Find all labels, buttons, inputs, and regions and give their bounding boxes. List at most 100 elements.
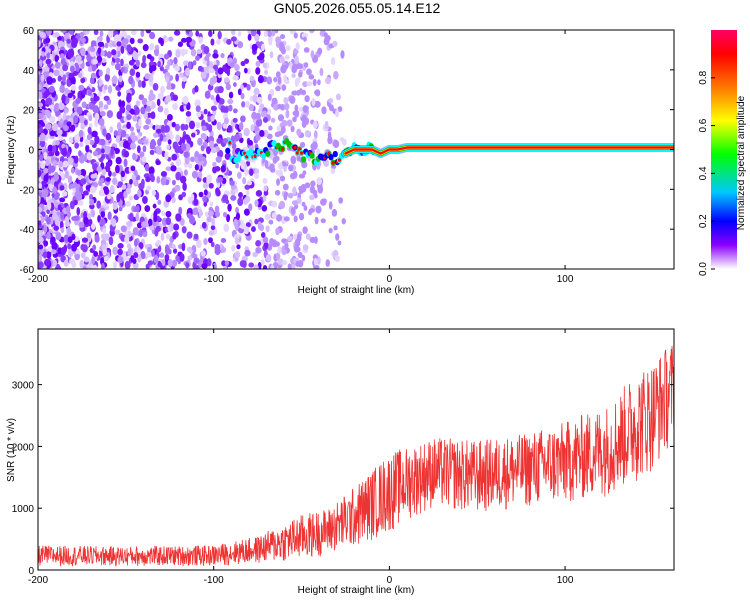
noise-cell [171, 259, 178, 267]
noise-cell [45, 97, 53, 106]
noise-cell [308, 74, 315, 80]
noise-cell [114, 57, 121, 64]
noise-cell [224, 260, 230, 266]
noise-cell [172, 94, 179, 102]
noise-cell [244, 195, 251, 203]
noise-cell [194, 99, 201, 108]
noise-cell [52, 209, 57, 215]
noise-cell [195, 239, 202, 249]
ridge-cell [301, 156, 307, 163]
noise-cell [109, 126, 114, 134]
noise-cell [246, 84, 251, 91]
noise-cell [180, 175, 187, 184]
noise-cell [68, 30, 74, 35]
noise-cell [171, 196, 176, 204]
noise-cell [43, 240, 49, 247]
x-tick-label: 100 [557, 575, 574, 586]
noise-cell [221, 260, 227, 267]
noise-cell [117, 90, 122, 97]
noise-cell [181, 242, 186, 252]
x-tick-label: -200 [28, 575, 48, 586]
noise-cell [291, 66, 298, 74]
noise-cell [92, 58, 98, 65]
noise-cell [188, 120, 196, 130]
noise-cell [105, 67, 111, 75]
noise-cell [172, 232, 177, 240]
noise-cell [242, 177, 247, 185]
noise-cell [238, 192, 243, 198]
noise-cell [279, 175, 286, 182]
noise-cell [51, 241, 58, 251]
noise-cell [312, 78, 317, 87]
x-tick-label: 0 [387, 274, 393, 285]
noise-cell [141, 212, 147, 218]
colorbar-tick-label: 0.8 [698, 70, 709, 84]
noise-cell [302, 81, 308, 88]
noise-cell [231, 142, 237, 150]
noise-cell [88, 114, 93, 122]
noise-cell [275, 252, 281, 261]
noise-cell [267, 30, 273, 37]
noise-cell [217, 67, 224, 75]
noise-cell [48, 150, 55, 157]
noise-cell [216, 189, 221, 197]
noise-cell [234, 237, 240, 245]
noise-cell [246, 180, 253, 186]
noise-cell [91, 130, 98, 138]
noise-cell [311, 97, 316, 107]
noise-cell [70, 124, 76, 132]
noise-cell [74, 142, 80, 149]
noise-cell [247, 33, 252, 41]
noise-cell [293, 32, 298, 39]
noise-cell [133, 252, 139, 259]
noise-cell [210, 38, 215, 46]
noise-cell [255, 112, 261, 121]
noise-cell [97, 46, 102, 55]
noise-cell [313, 264, 320, 269]
noise-cell [135, 212, 140, 222]
noise-cell [71, 243, 77, 252]
noise-cell [256, 96, 263, 104]
noise-cell [333, 225, 338, 231]
noise-cell [163, 125, 170, 133]
noise-cell [163, 107, 169, 116]
noise-cell [317, 79, 321, 86]
noise-cell [227, 125, 232, 133]
noise-cell [210, 94, 215, 101]
noise-cell [234, 250, 241, 259]
noise-cell [105, 161, 112, 168]
noise-cell [53, 192, 59, 201]
noise-cell [216, 121, 222, 131]
noise-cell [277, 169, 284, 178]
noise-cell [83, 119, 88, 126]
noise-cell [157, 60, 161, 68]
noise-cell [130, 165, 136, 172]
noise-cell [260, 43, 266, 52]
noise-cell [184, 156, 190, 165]
noise-cell [273, 76, 278, 83]
noise-cell [182, 182, 187, 191]
noise-cell [107, 84, 113, 94]
noise-cell [92, 150, 99, 157]
noise-cell [325, 77, 332, 85]
noise-cell [73, 103, 78, 113]
noise-cell [98, 100, 104, 108]
noise-cell [99, 218, 106, 226]
noise-cell [106, 51, 112, 59]
noise-cell [185, 110, 192, 117]
noise-cell [60, 227, 65, 234]
snr-y-axis-label: SNR (10 * v/v) [6, 418, 17, 482]
noise-cell [232, 148, 236, 157]
y-tick-label: 0 [28, 146, 34, 157]
noise-cell [248, 262, 255, 268]
noise-cell [330, 57, 336, 66]
noise-cell [255, 134, 261, 142]
noise-cell [206, 258, 212, 267]
noise-cell [54, 54, 59, 63]
noise-cell [165, 94, 172, 103]
noise-cell [321, 106, 327, 115]
noise-cell [96, 166, 102, 173]
noise-cell [294, 104, 299, 113]
noise-cell [94, 118, 99, 128]
noise-cell [148, 166, 155, 175]
